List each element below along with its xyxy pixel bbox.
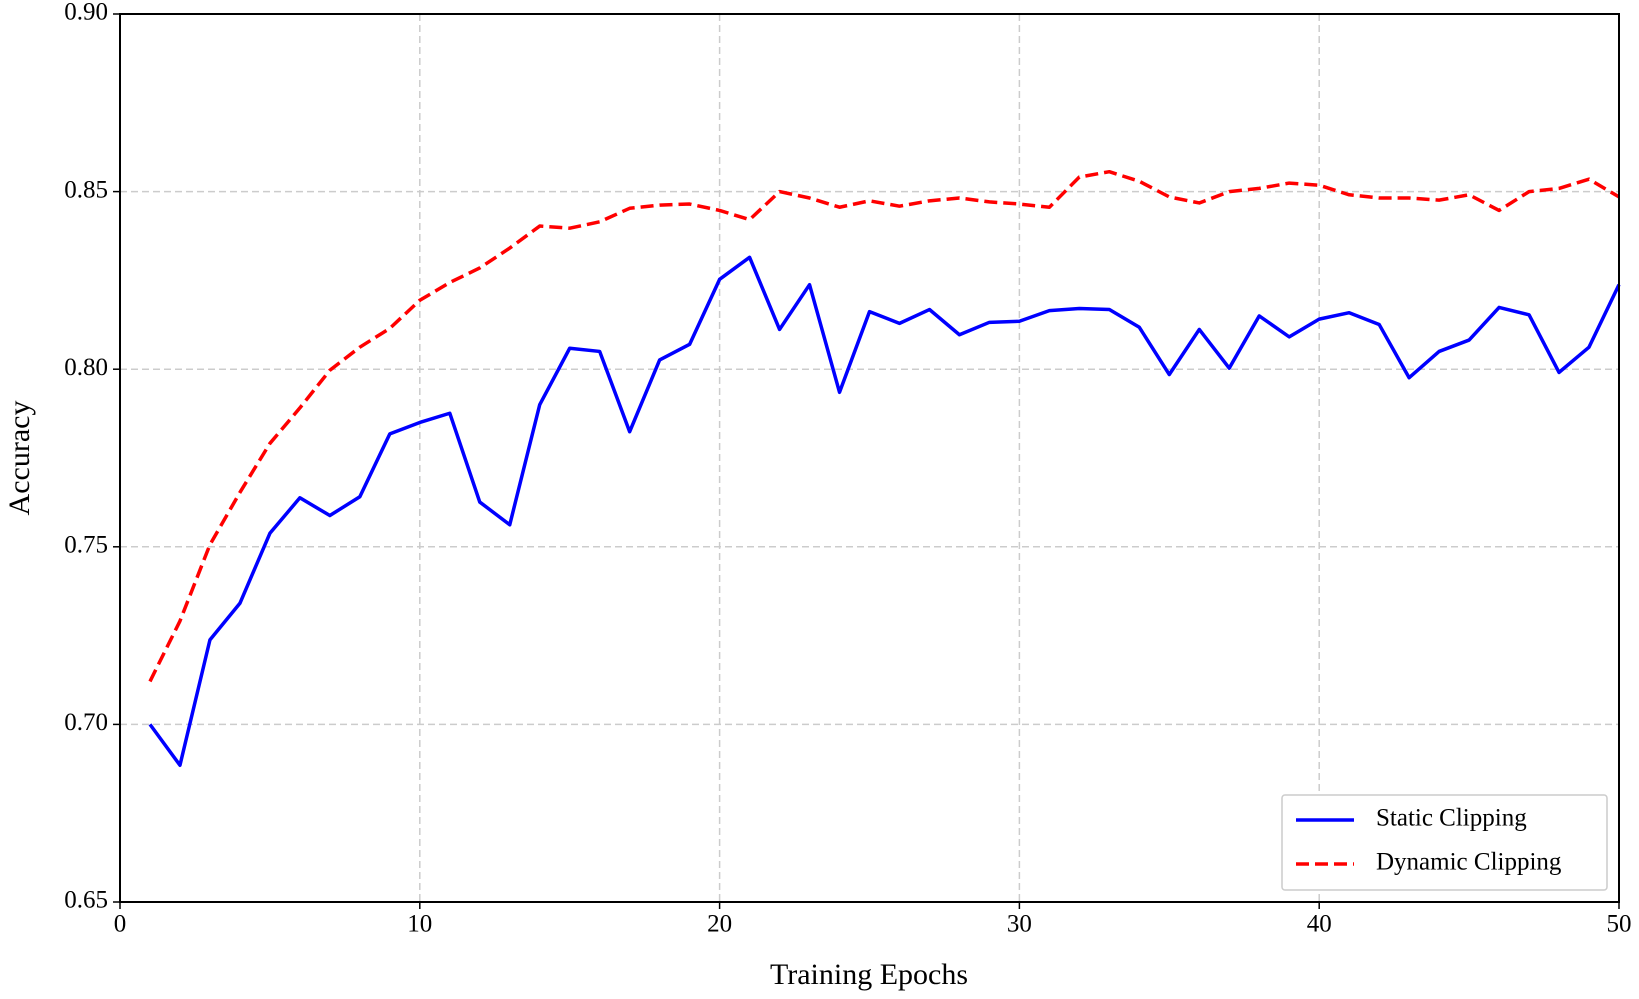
data-line <box>148 255 1621 767</box>
x-tick-label: 0 <box>114 911 127 938</box>
plot-frame <box>119 13 1620 903</box>
x-tick-label: 20 <box>707 911 732 938</box>
x-tick-label: 40 <box>1307 911 1332 938</box>
legend-box <box>1281 794 1608 891</box>
y-tick-label: 0.85 <box>64 176 108 203</box>
x-tick-label: 50 <box>1607 911 1632 938</box>
legend-entry: Static Clipping <box>1376 805 1527 832</box>
y-tick-label: 0.75 <box>64 532 108 559</box>
y-tick-label: 0.80 <box>64 354 108 381</box>
data-line <box>148 169 1620 683</box>
x-tick-label: 10 <box>407 911 432 938</box>
y-tick-label: 0.65 <box>64 887 108 914</box>
y-axis-label: Accuracy <box>3 401 36 516</box>
y-tick-label: 0.70 <box>64 709 108 736</box>
legend-entry: Dynamic Clipping <box>1376 849 1562 876</box>
x-axis-label: Training Epochs <box>770 958 968 991</box>
y-tick-label: 0.90 <box>64 0 108 26</box>
x-tick-label: 30 <box>1007 911 1032 938</box>
